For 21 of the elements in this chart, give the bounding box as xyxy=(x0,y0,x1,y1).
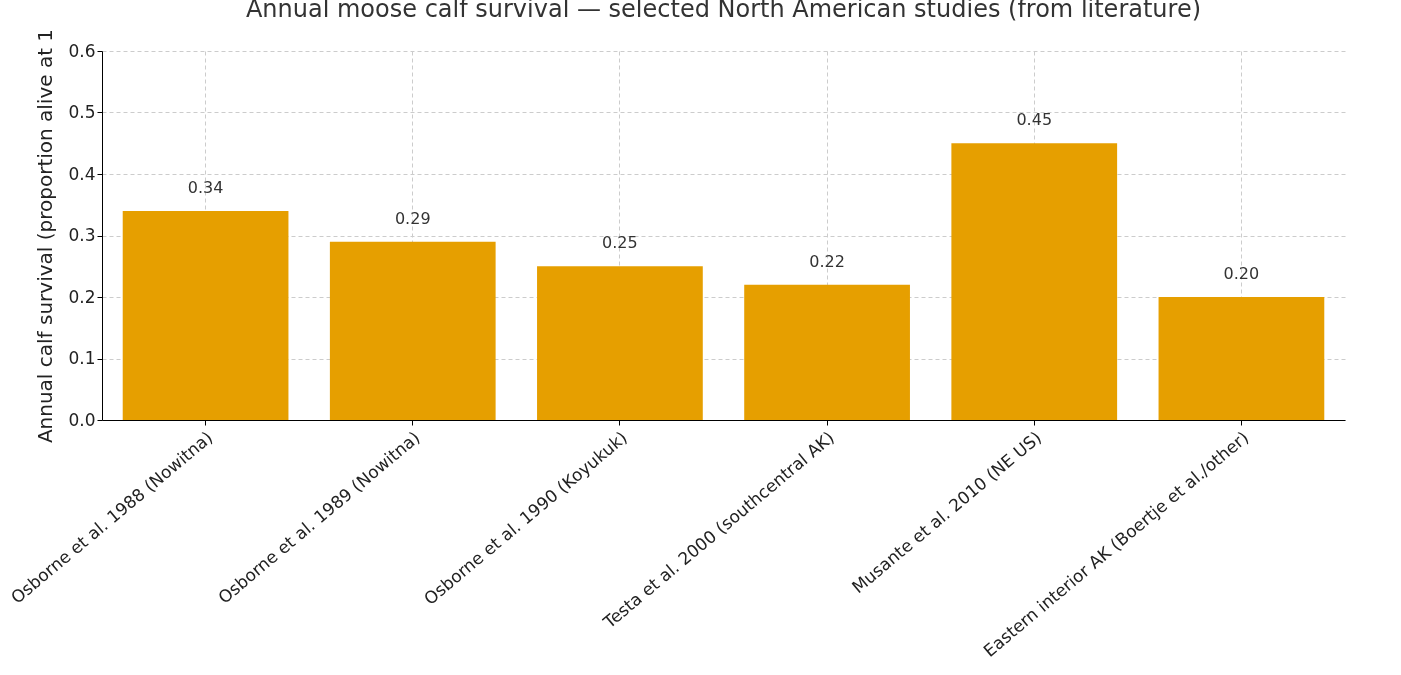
y-tick-label: 0.6 xyxy=(68,40,96,61)
y-axis-title: Annual calf survival (proportion alive at 1 xyxy=(33,28,58,444)
y-tick-label: 0.5 xyxy=(68,102,96,122)
bar xyxy=(329,241,496,420)
y-tick-label: 0.1 xyxy=(68,348,96,368)
data-label: 0.25 xyxy=(602,233,638,253)
y-tick-label: 0.0 xyxy=(68,409,96,430)
data-label: 0.34 xyxy=(187,177,224,197)
y-tick-label: 0.3 xyxy=(68,225,96,245)
data-label: 0.45 xyxy=(1016,110,1053,130)
data-label: 0.22 xyxy=(809,251,845,271)
y-tick-label: 0.2 xyxy=(68,286,96,307)
bar xyxy=(122,210,289,420)
chart-title: Annual moose calf survival — selected North American studies (from literature) xyxy=(245,0,1202,24)
data-label: 0.20 xyxy=(1223,264,1260,283)
bar xyxy=(951,143,1118,420)
bar xyxy=(744,284,910,420)
data-label: 0.29 xyxy=(394,208,431,228)
y-tick-label: 0.4 xyxy=(68,163,96,184)
bar xyxy=(537,266,703,420)
bar xyxy=(1158,297,1325,420)
